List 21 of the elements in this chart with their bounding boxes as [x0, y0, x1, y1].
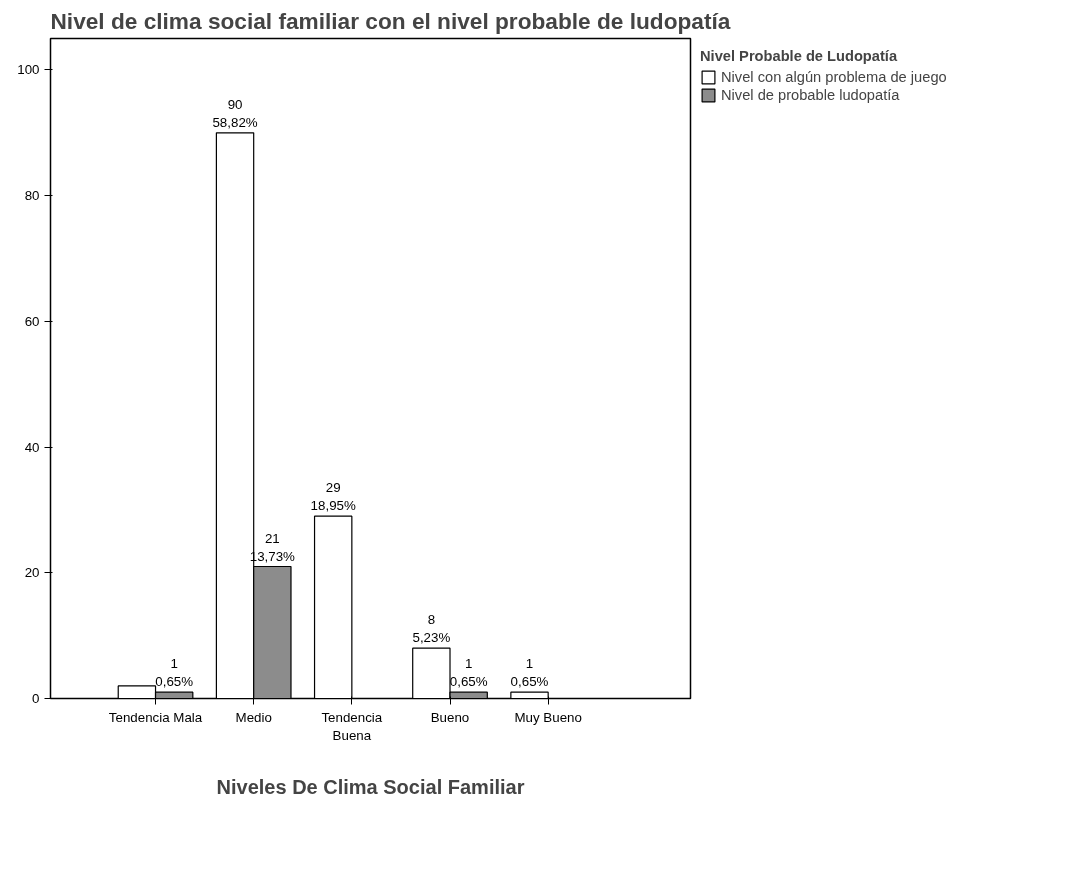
legend-label: Nivel de probable ludopatía [721, 87, 900, 103]
data-label: 29 18,95% [310, 480, 356, 514]
y-tick-label: 20 [24, 565, 40, 581]
x-axis-title: Niveles De Clima Social Familiar [216, 775, 525, 798]
x-tick-label: Muy Bueno [514, 709, 582, 725]
data-label: 8 5,23% [412, 612, 451, 646]
data-label: 1 0,65% [510, 656, 549, 690]
x-tick-label: Medio [235, 709, 272, 725]
y-tick-label: 100 [17, 62, 40, 78]
y-tick-label: 0 [32, 691, 40, 706]
x-tick-label: Tendencia Buena [321, 709, 383, 743]
x-tick-label: Bueno [430, 709, 470, 725]
y-tick-label: 40 [24, 439, 40, 455]
legend-title: Nivel Probable de Ludopatía [700, 48, 899, 64]
x-tick-label: Tendencia Mala [108, 709, 203, 725]
legend-label: Nivel con algún problema de juego [721, 69, 947, 85]
y-tick-label: 60 [24, 313, 40, 329]
chart-title: Nivel de clima social familiar con el nivel probable de ludopatía [50, 7, 731, 34]
data-label: 90 58,82% [212, 96, 258, 130]
y-tick-label: 80 [24, 188, 40, 204]
data-label: 1 0,65% [155, 656, 194, 690]
